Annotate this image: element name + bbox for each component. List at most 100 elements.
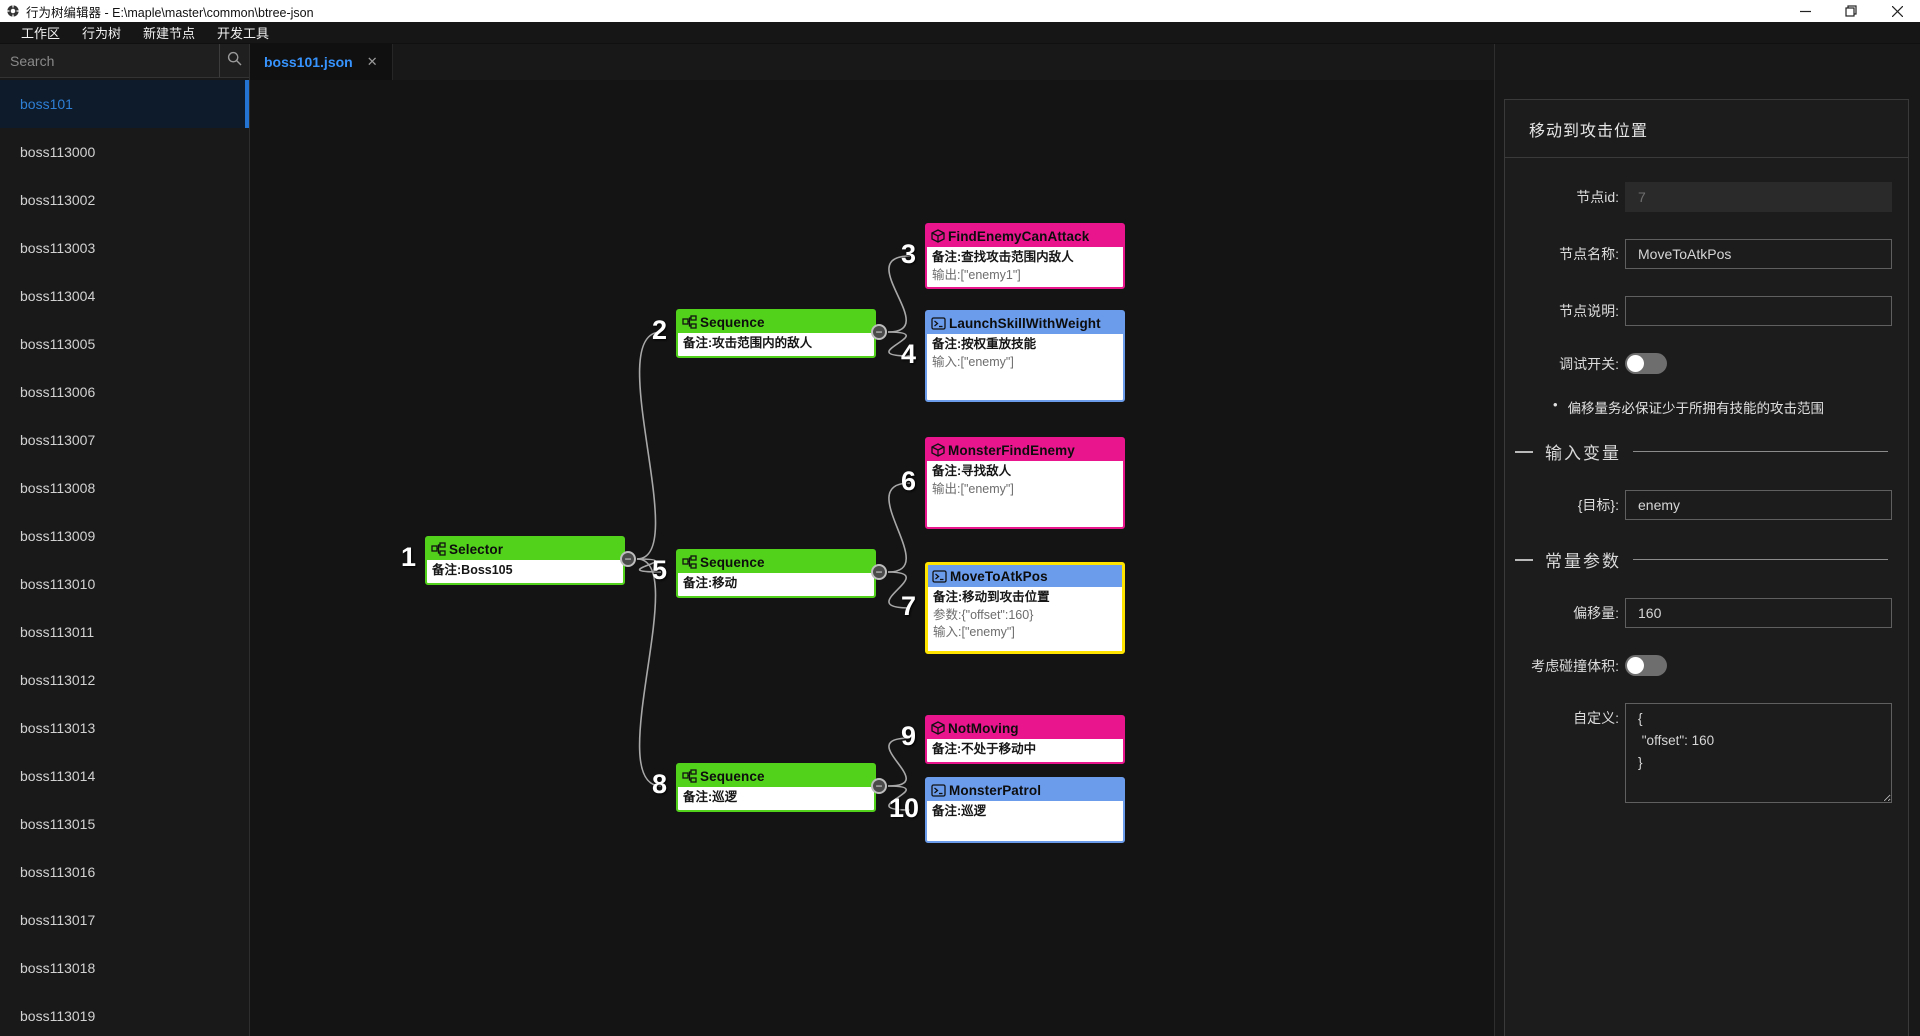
edges-layer bbox=[636, 255, 911, 811]
node-header: Sequence bbox=[678, 551, 874, 573]
menu-item-4[interactable]: 开发工具 bbox=[217, 26, 270, 41]
section-dash-icon bbox=[1515, 450, 1533, 453]
collapse-port[interactable]: − bbox=[620, 551, 636, 567]
input-vars-section: 输入变量 bbox=[1515, 439, 1888, 464]
node-detail-line: 备注:寻找敌人 bbox=[932, 464, 1012, 478]
sidebar-item-boss113018[interactable]: boss113018 bbox=[20, 960, 96, 976]
node-detail-line: 备注:移动到攻击位置 bbox=[933, 590, 1050, 604]
custom-label: 自定义: bbox=[1573, 710, 1619, 726]
tree-node-notmoving[interactable]: NotMoving 备注:不处于移动中 bbox=[925, 715, 1125, 764]
collapse-port[interactable]: − bbox=[871, 324, 887, 340]
node-detail-line: 备注:不处于移动中 bbox=[932, 742, 1037, 756]
restore-button[interactable] bbox=[1828, 0, 1874, 22]
search-icon bbox=[227, 51, 242, 71]
node-name-input[interactable] bbox=[1625, 239, 1892, 269]
tree-node-launchskillwithweight[interactable]: LaunchSkillWithWeight 备注:按权重放技能 输入:["enemy… bbox=[925, 310, 1125, 402]
close-button[interactable] bbox=[1874, 0, 1920, 22]
sidebar-item-boss113000[interactable]: boss113000 bbox=[20, 144, 96, 160]
tip-text: 偏移量务必保证少于所拥有技能的攻击范围 bbox=[1567, 401, 1825, 416]
node-order-number: 5 bbox=[652, 555, 668, 585]
sidebar-item-boss113015[interactable]: boss113015 bbox=[20, 816, 96, 832]
sidebar-item-boss113013[interactable]: boss113013 bbox=[20, 720, 96, 736]
sidebar-item-boss113008[interactable]: boss113008 bbox=[20, 480, 96, 496]
flow-icon bbox=[682, 769, 697, 783]
sidebar-item-boss113019[interactable]: boss113019 bbox=[20, 1008, 96, 1024]
node-title: Sequence bbox=[700, 314, 765, 330]
collision-toggle[interactable] bbox=[1625, 655, 1667, 676]
tree-node-movetoatkpos[interactable]: MoveToAtkPos 备注:移动到攻击位置 参数:{"offset":160} 输… bbox=[925, 562, 1125, 654]
menu-item-1[interactable]: 工作区 bbox=[21, 26, 61, 41]
sidebar-item-boss113011[interactable]: boss113011 bbox=[20, 624, 95, 640]
debug-toggle[interactable] bbox=[1625, 353, 1667, 374]
tree-node-findenemycanattack[interactable]: FindEnemyCanAttack 备注:查找攻击范围内敌人 输出:["enemy… bbox=[925, 223, 1125, 289]
tree-node-monsterpatrol[interactable]: MonsterPatrol 备注:巡逻 bbox=[925, 777, 1125, 843]
tab-close-icon[interactable]: ✕ bbox=[366, 54, 378, 69]
edge-1-5 bbox=[636, 558, 662, 573]
sidebar-item-boss113009[interactable]: boss113009 bbox=[20, 528, 96, 544]
node-detail-line: 备注:巡逻 bbox=[932, 804, 987, 818]
offset-label: 偏移量: bbox=[1573, 605, 1619, 621]
tree-node-sequence[interactable]: Sequence 备注:移动 bbox=[676, 549, 876, 598]
tree-node-selector[interactable]: Selector 备注:Boss105 bbox=[425, 536, 625, 585]
node-order-number: 6 bbox=[901, 466, 917, 496]
node-title: Selector bbox=[449, 541, 504, 557]
node-detail-line: 参数:{"offset":160} bbox=[933, 607, 1034, 622]
sidebar-item-boss113003[interactable]: boss113003 bbox=[20, 240, 96, 256]
node-detail-line: 输出:["enemy"] bbox=[932, 481, 1014, 496]
custom-json-textarea[interactable]: { "offset": 160 } bbox=[1625, 703, 1892, 803]
collapse-port[interactable]: − bbox=[871, 564, 887, 580]
tab-label: boss101.json bbox=[264, 54, 353, 70]
menu-item-3[interactable]: 新建节点 bbox=[143, 26, 196, 41]
const-params-section: 常量参数 bbox=[1515, 547, 1888, 572]
node-desc-input[interactable] bbox=[1625, 296, 1892, 326]
sidebar-item-boss113006[interactable]: boss113006 bbox=[20, 384, 96, 400]
node-header: Sequence bbox=[678, 765, 874, 787]
section-line bbox=[1633, 451, 1888, 452]
node-header: Sequence bbox=[678, 311, 874, 333]
node-title: Sequence bbox=[700, 768, 765, 784]
panel-title: 移动到攻击位置 bbox=[1529, 122, 1649, 140]
boss-list: boss101 boss113000 boss113002 boss113003 bos… bbox=[0, 80, 249, 1036]
tab-boss101[interactable]: boss101.json ✕ bbox=[250, 44, 393, 80]
tree-node-sequence[interactable]: Sequence 备注:巡逻 bbox=[676, 763, 876, 812]
sidebar-item-boss113016[interactable]: boss113016 bbox=[20, 864, 96, 880]
sidebar-item-boss113005[interactable]: boss113005 bbox=[20, 336, 96, 352]
sidebar-item-boss113007[interactable]: boss113007 bbox=[20, 432, 96, 448]
tree-node-monsterfindenemy[interactable]: MonsterFindEnemy 备注:寻找敌人 输出:["enemy"] bbox=[925, 437, 1125, 529]
collapse-port[interactable]: − bbox=[871, 778, 887, 794]
edge-2-4 bbox=[887, 331, 911, 357]
node-detail-line: 备注:攻击范围内的敌人 bbox=[683, 336, 813, 350]
sidebar-item-boss113014[interactable]: boss113014 bbox=[20, 768, 96, 784]
flow-icon bbox=[431, 542, 446, 556]
tree-canvas[interactable]: Selector 备注:Boss105 1 − Sequence 备注:攻击范围内的敌人 2… bbox=[250, 80, 1494, 1036]
right-region: 移动到攻击位置 节点id: 节点名称: 节点说明: 调试开关: bbox=[1494, 44, 1920, 1036]
node-title: NotMoving bbox=[948, 720, 1019, 736]
cube-icon bbox=[931, 443, 945, 457]
terminal-icon bbox=[932, 569, 947, 583]
sidebar-item-boss113004[interactable]: boss113004 bbox=[20, 288, 96, 304]
sidebar-item-boss101[interactable]: boss101 bbox=[0, 80, 249, 128]
node-name-label: 节点名称: bbox=[1559, 246, 1619, 262]
sidebar-item-boss113002[interactable]: boss113002 bbox=[20, 192, 96, 208]
target-input[interactable] bbox=[1625, 490, 1892, 520]
menu-item-2[interactable]: 行为树 bbox=[82, 26, 122, 41]
sidebar-item-boss113017[interactable]: boss113017 bbox=[20, 912, 96, 928]
node-order-number: 9 bbox=[901, 721, 917, 751]
tabstrip-rest bbox=[392, 44, 1494, 80]
minimize-button[interactable] bbox=[1782, 0, 1828, 22]
node-header: LaunchSkillWithWeight bbox=[927, 312, 1123, 334]
sidebar-item-boss113010[interactable]: boss113010 bbox=[20, 576, 96, 592]
edge-1-2 bbox=[636, 331, 662, 560]
window-title: 行为树编辑器 - E:\maple\master\common\btree-js… bbox=[26, 5, 314, 20]
terminal-icon bbox=[931, 316, 946, 330]
search-input[interactable] bbox=[0, 44, 219, 77]
offset-input[interactable] bbox=[1625, 598, 1892, 628]
search-button[interactable] bbox=[219, 44, 249, 77]
edge-1-8 bbox=[636, 558, 662, 787]
sidebar-item-boss113012[interactable]: boss113012 bbox=[20, 672, 96, 688]
tree-node-sequence[interactable]: Sequence 备注:攻击范围内的敌人 bbox=[676, 309, 876, 358]
menubar: 工作区 行为树 新建节点 开发工具 bbox=[0, 22, 1920, 44]
section-line bbox=[1633, 559, 1888, 560]
offset-tip: • 偏移量务必保证少于所拥有技能的攻击范围 bbox=[1553, 397, 1892, 417]
edge-5-7 bbox=[887, 571, 911, 609]
